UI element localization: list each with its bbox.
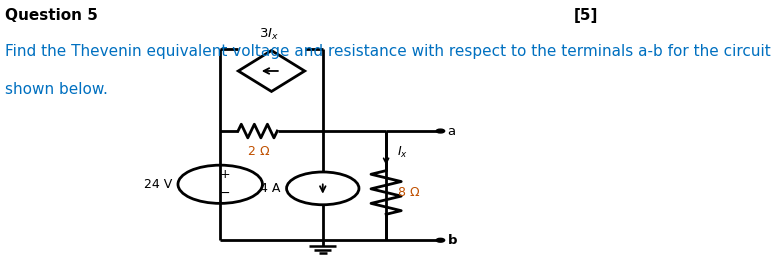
Text: $2\ \Omega$: $2\ \Omega$	[247, 145, 270, 158]
Text: $8\ \Omega$: $8\ \Omega$	[397, 186, 420, 199]
Text: 24 V: 24 V	[144, 178, 172, 191]
Text: $I_x$: $I_x$	[397, 145, 408, 161]
Text: −: −	[220, 187, 231, 200]
Text: b: b	[447, 234, 457, 247]
Circle shape	[437, 238, 444, 242]
Text: [5]: [5]	[574, 8, 598, 23]
Text: 4 A: 4 A	[260, 182, 280, 195]
Text: Question 5: Question 5	[5, 8, 98, 23]
Circle shape	[437, 129, 444, 133]
Text: Find the Thevenin equivalent voltage and resistance with respect to the terminal: Find the Thevenin equivalent voltage and…	[5, 44, 771, 59]
Text: shown below.: shown below.	[5, 82, 108, 97]
Text: $3I_x$: $3I_x$	[259, 27, 279, 42]
Text: a: a	[447, 124, 456, 138]
Text: +: +	[220, 168, 231, 181]
